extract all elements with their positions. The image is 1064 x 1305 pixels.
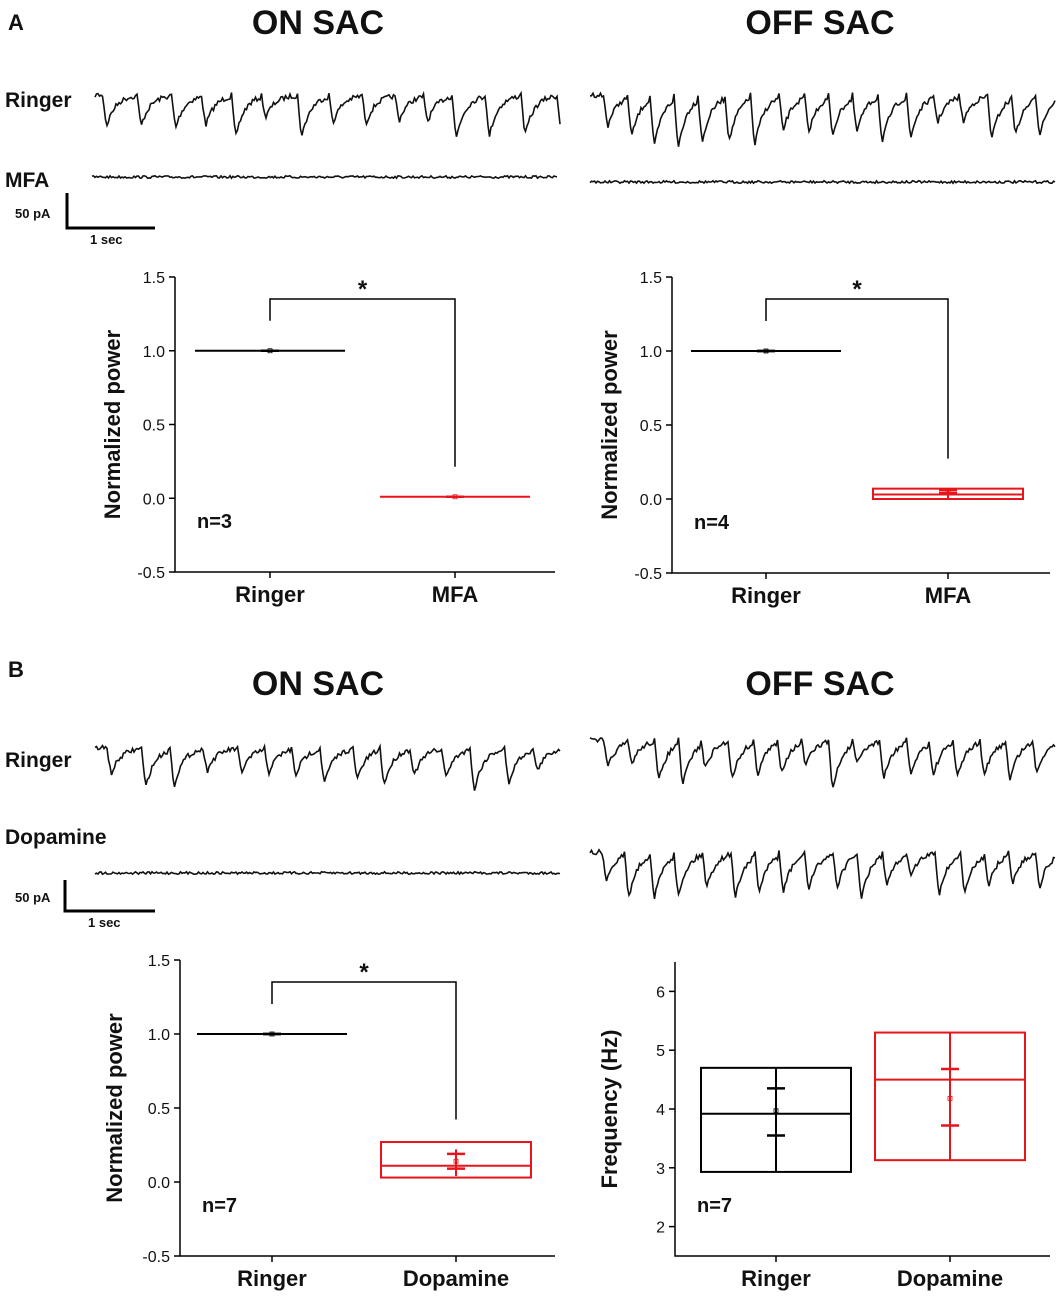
mean (269, 1031, 275, 1037)
y-tick-label: 0.5 (640, 418, 662, 435)
trace-label: MFA (5, 169, 49, 192)
x-tick-label: Ringer (741, 1266, 811, 1291)
trace (589, 737, 1056, 788)
y-tick-label: 0.0 (143, 491, 165, 508)
y-tick-label: 1.5 (148, 953, 170, 970)
trace (91, 174, 558, 180)
trace-label: Dopamine (5, 826, 107, 849)
mean (945, 489, 951, 495)
y-axis-label: Normalized power (102, 1013, 127, 1203)
mean (947, 1096, 953, 1101)
trace (94, 90, 561, 137)
x-tick-label: MFA (432, 582, 479, 607)
annotation: n=4 (694, 512, 730, 534)
scale-label: 50 pA (15, 206, 51, 221)
x-tick-label: Dopamine (897, 1266, 1003, 1291)
y-tick-label: -0.5 (137, 565, 165, 582)
panel-label: A (8, 10, 24, 35)
y-tick-label: 1.5 (640, 270, 662, 287)
trace (589, 179, 1056, 185)
trace-label: Ringer (5, 749, 72, 772)
y-tick-label: 1.5 (143, 270, 165, 287)
mean (453, 1158, 459, 1164)
y-tick-label: 1.0 (143, 344, 165, 361)
panel-label: B (8, 657, 24, 682)
panel-title: OFF SAC (745, 665, 894, 703)
significance-label: * (359, 959, 369, 986)
box (380, 1141, 532, 1179)
scale-label: 1 sec (90, 232, 123, 247)
mean (763, 348, 769, 354)
y-tick-label: 0.5 (148, 1101, 170, 1118)
y-tick-label: 3 (656, 1161, 665, 1178)
y-tick-label: 0.0 (640, 492, 662, 509)
x-tick-label: Ringer (731, 583, 801, 608)
x-tick-label: Ringer (237, 1266, 307, 1291)
mean (773, 1108, 779, 1114)
significance-bracket (765, 298, 949, 459)
scale-bar (65, 193, 155, 230)
annotation: n=3 (197, 511, 232, 533)
y-tick-label: 5 (656, 1043, 665, 1060)
panel-title: ON SAC (252, 665, 384, 703)
x-tick-label: Dopamine (403, 1266, 509, 1291)
mean (267, 348, 273, 354)
scale-bar (63, 880, 155, 913)
axes (674, 962, 1050, 1257)
y-axis-label: Normalized power (597, 330, 622, 520)
y-tick-label: 0.0 (148, 1175, 170, 1192)
significance-label: * (852, 276, 862, 303)
panel-title: OFF SAC (745, 4, 894, 42)
y-tick-label: 6 (656, 984, 665, 1001)
significance-bracket (269, 298, 456, 467)
y-axis-label: Normalized power (100, 329, 125, 519)
y-axis-label: Frequency (Hz) (597, 1030, 622, 1189)
trace (589, 91, 1056, 147)
y-tick-label: 2 (656, 1220, 665, 1237)
trace-label: Ringer (5, 89, 72, 112)
annotation: n=7 (202, 1195, 237, 1217)
y-tick-label: -0.5 (142, 1249, 170, 1266)
x-tick-label: MFA (925, 583, 972, 608)
trace (589, 848, 1056, 900)
panel-title: ON SAC (252, 4, 384, 42)
annotation: n=7 (697, 1195, 732, 1217)
y-tick-label: 1.0 (148, 1027, 170, 1044)
y-tick-label: 1.0 (640, 344, 662, 361)
trace (94, 743, 561, 791)
y-tick-label: 0.5 (143, 418, 165, 435)
significance-bracket (271, 981, 457, 1120)
y-tick-label: 4 (656, 1102, 665, 1119)
x-tick-label: Ringer (235, 582, 305, 607)
significance-label: * (358, 276, 368, 303)
mean (452, 494, 458, 500)
scale-label: 1 sec (88, 915, 121, 930)
scale-label: 50 pA (15, 890, 51, 905)
y-tick-label: -0.5 (634, 566, 662, 583)
trace (94, 870, 561, 876)
